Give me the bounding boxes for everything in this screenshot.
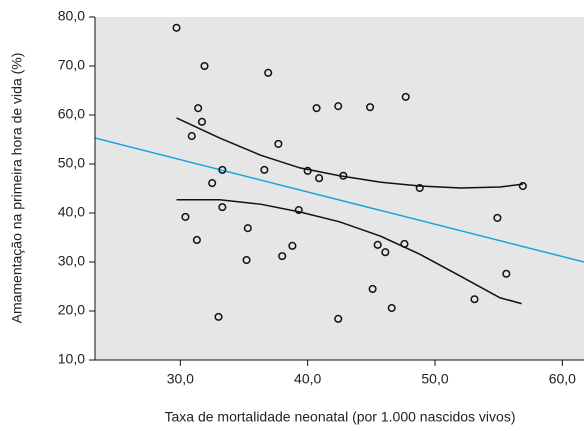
point — [208, 179, 217, 188]
confidence-band — [176, 117, 523, 189]
point — [260, 165, 269, 174]
point — [339, 171, 348, 180]
point — [518, 182, 527, 191]
point — [415, 183, 424, 193]
point — [242, 255, 251, 265]
point — [400, 239, 409, 248]
point — [334, 102, 343, 111]
y-tick-label: 40,0 — [58, 204, 85, 220]
y-tick-label: 30,0 — [58, 253, 85, 269]
y-tick-label: 50,0 — [58, 155, 85, 171]
point — [381, 248, 390, 257]
point — [218, 203, 227, 212]
x-tick-label: 30,0 — [167, 371, 194, 387]
plot-background — [95, 17, 584, 360]
point — [315, 174, 324, 183]
x-axis-label: Taxa de mortalidade neonatal (por 1.000 … — [165, 409, 516, 425]
point — [368, 284, 377, 294]
point — [172, 23, 181, 32]
point — [288, 241, 297, 250]
point — [334, 314, 343, 323]
x-tick-label: 60,0 — [549, 371, 576, 387]
point — [401, 92, 410, 101]
point — [373, 240, 382, 249]
y-tick-label: 10,0 — [58, 351, 85, 367]
point — [194, 104, 203, 113]
point — [243, 224, 252, 233]
y-tick-label: 70,0 — [58, 57, 85, 73]
point — [264, 68, 273, 77]
y-tick-label: 20,0 — [58, 302, 85, 318]
point — [278, 252, 287, 261]
x-tick-label: 40,0 — [294, 371, 321, 387]
point — [214, 312, 223, 321]
point — [502, 269, 511, 278]
point — [192, 235, 201, 244]
point — [493, 213, 502, 222]
point — [197, 117, 207, 126]
y-axis-label: Amamentação na primeira hora de vida (%) — [9, 53, 25, 324]
point — [294, 206, 303, 215]
point — [181, 212, 190, 221]
point — [312, 104, 321, 113]
point — [366, 103, 375, 112]
point — [303, 166, 312, 175]
point — [470, 295, 479, 304]
point — [187, 132, 196, 141]
point — [218, 165, 227, 174]
y-tick-label: 60,0 — [58, 106, 85, 122]
x-tick-label: 50,0 — [421, 371, 448, 387]
confidence-band — [176, 199, 522, 305]
point — [200, 61, 209, 71]
point — [274, 139, 283, 148]
fit-line — [94, 137, 584, 263]
point — [387, 304, 396, 313]
y-tick-label: 80,0 — [58, 8, 85, 24]
